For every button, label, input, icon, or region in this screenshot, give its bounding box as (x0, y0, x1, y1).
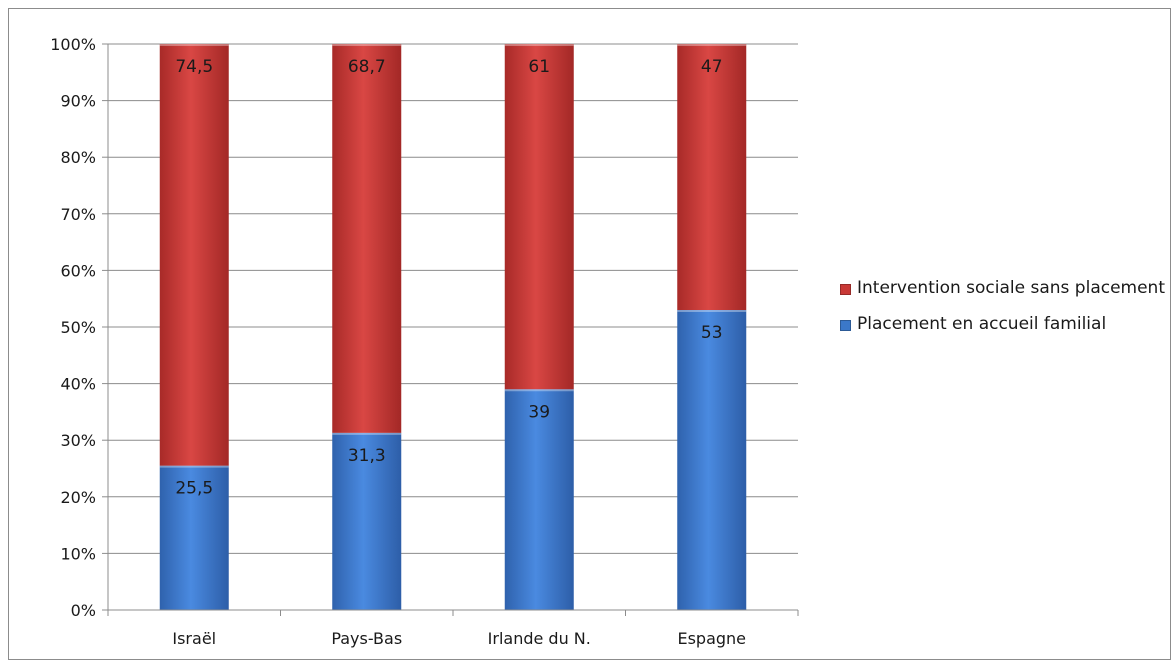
y-tick-label: 10% (60, 544, 96, 563)
x-category-label: Irlande du N. (488, 629, 591, 648)
y-tick-label: 100% (50, 35, 96, 54)
bar-segment (332, 44, 401, 433)
legend-label-placement: Placement en accueil familial (857, 311, 1106, 337)
data-label: 61 (528, 57, 550, 77)
legend-swatch-blue (840, 320, 851, 331)
y-tick-label: 20% (60, 488, 96, 507)
x-category-label: Pays-Bas (331, 629, 402, 648)
legend-swatch-red (840, 284, 851, 295)
data-label: 31,3 (348, 446, 386, 466)
legend-item-intervention: Intervention sociale sans placement (840, 275, 1170, 301)
data-label: 68,7 (348, 57, 386, 77)
y-tick-label: 60% (60, 261, 96, 280)
legend-label-intervention: Intervention sociale sans placement (857, 275, 1165, 301)
y-tick-label: 30% (60, 431, 96, 450)
bar-segment (160, 44, 229, 466)
data-label: 74,5 (175, 57, 213, 77)
bar-segment (677, 44, 746, 310)
x-category-label: Israël (172, 629, 216, 648)
data-label: 39 (528, 402, 550, 422)
legend-item-placement: Placement en accueil familial (840, 311, 1170, 337)
y-tick-label: 70% (60, 205, 96, 224)
data-label: 25,5 (175, 479, 213, 499)
y-tick-label: 50% (60, 318, 96, 337)
bar-segment (505, 389, 574, 610)
y-tick-label: 40% (60, 375, 96, 394)
data-label: 47 (701, 57, 723, 77)
bar-segment (677, 310, 746, 610)
bar-segment (505, 44, 574, 389)
data-label: 53 (701, 323, 723, 343)
legend: Intervention sociale sans placement Plac… (840, 275, 1170, 347)
x-category-label: Espagne (677, 629, 746, 648)
y-tick-label: 90% (60, 92, 96, 111)
y-tick-label: 80% (60, 148, 96, 167)
y-tick-label: 0% (71, 601, 96, 620)
